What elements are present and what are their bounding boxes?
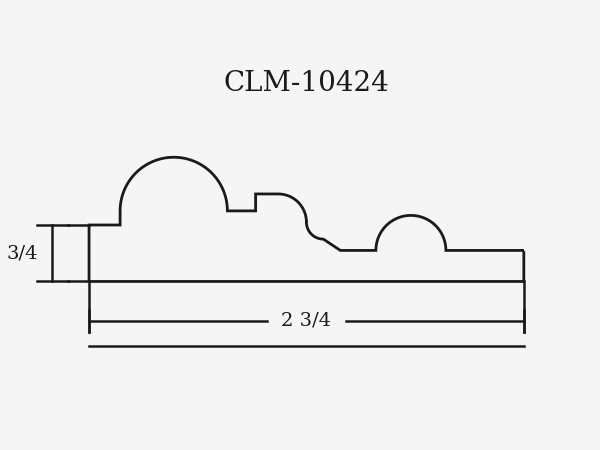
Text: 2 3/4: 2 3/4 [281,312,331,330]
Text: 3/4: 3/4 [7,244,38,262]
Polygon shape [89,157,524,281]
Text: CLM-10424: CLM-10424 [224,70,389,97]
